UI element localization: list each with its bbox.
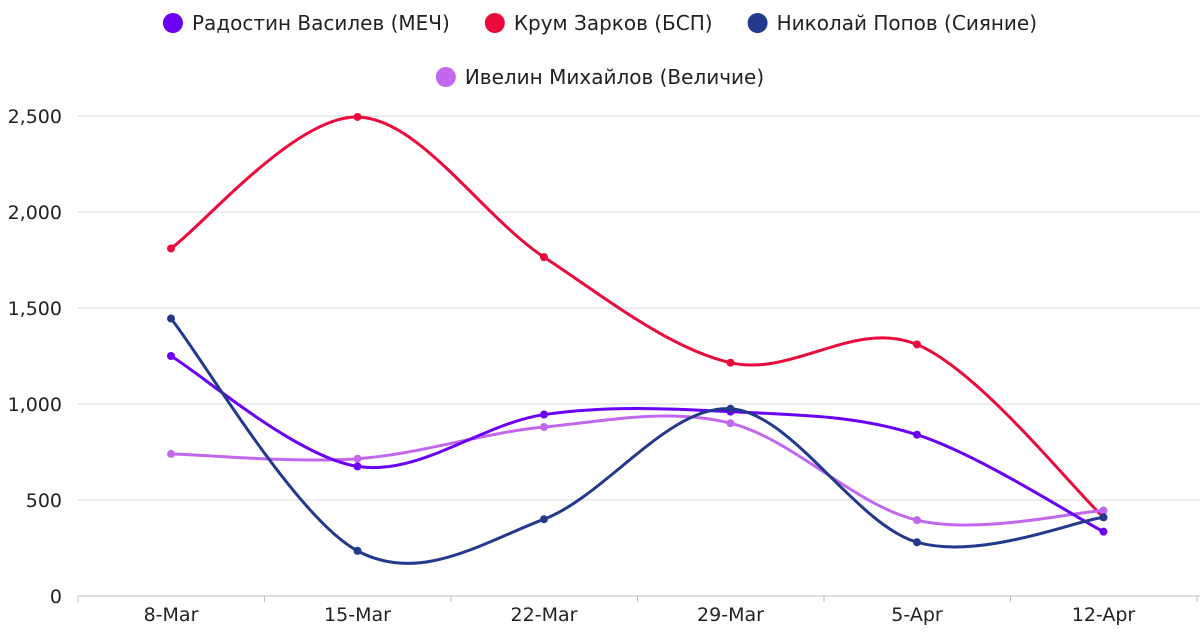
x-tick-label-12-apr: 12-Apr [1072, 604, 1136, 626]
y-tick-label: 2,000 [8, 202, 62, 224]
y-tick-label: 0 [50, 586, 62, 608]
series-points [167, 112, 1108, 555]
data-point-s4-15-mar [353, 454, 362, 463]
data-point-s4-8-mar [167, 449, 175, 458]
series-line-1 [169, 354, 1105, 534]
x-tick-label-5-apr: 5-Apr [891, 604, 943, 626]
series-lines [169, 115, 1105, 565]
axes: 0 500 1,000 1,500 2,000 2,500 8-Mar 15-Mar 22-Ma… [8, 106, 1200, 626]
data-point-s2-5-apr [913, 340, 921, 349]
x-tick-label-8-mar: 8-Mar [144, 604, 199, 626]
legend-label-3: Николай Попов (Сияние) [777, 11, 1037, 35]
legend-label-4: Ивелин Михайлов (Величие) [465, 65, 764, 89]
series-line-3 [169, 317, 1105, 565]
data-point-s4-29-mar [726, 419, 735, 428]
legend: Радостин Василев (МЕЧ) Крум Зарков (БСП) Н… [162, 11, 1037, 89]
data-point-s3-12-apr [1099, 513, 1108, 522]
y-tick-label: 2,500 [8, 106, 62, 128]
data-point-s1-8-mar [167, 352, 175, 360]
x-tick-label-29-mar: 29-Mar [697, 604, 764, 626]
legend-marker-3 [747, 13, 768, 33]
data-point-s2-15-mar [353, 112, 362, 121]
data-point-s3-15-mar [353, 546, 362, 555]
data-point-s1-22-mar [540, 410, 548, 419]
gridlines [78, 115, 1200, 501]
legend-marker-2 [484, 13, 505, 33]
legend-marker-1 [162, 13, 183, 33]
data-point-s4-22-mar [540, 423, 548, 432]
series-line-2 [169, 115, 1105, 519]
data-point-s2-8-mar [167, 244, 175, 253]
data-point-s3-29-mar [726, 404, 735, 413]
legend-marker-4 [435, 67, 456, 87]
data-point-s1-12-apr [1099, 527, 1108, 536]
legend-label-1: Радостин Василев (МЕЧ) [192, 11, 450, 35]
data-point-s3-22-mar [540, 515, 548, 524]
data-point-s1-5-apr [913, 430, 921, 439]
data-point-s2-22-mar [540, 253, 548, 262]
data-point-s1-15-mar [353, 462, 362, 471]
data-point-s4-5-apr [913, 516, 921, 525]
legend-label-2: Крум Зарков (БСП) [514, 11, 713, 35]
data-point-s3-8-mar [167, 314, 175, 323]
y-tick-label: 1,500 [8, 298, 62, 320]
x-tick-label-15-mar: 15-Mar [324, 604, 391, 626]
y-tick-label: 500 [26, 490, 62, 512]
y-tick-label: 1,000 [8, 394, 62, 416]
data-point-s2-29-mar [726, 358, 735, 367]
data-point-s4-12-apr [1099, 506, 1108, 515]
data-point-s3-5-apr [913, 538, 921, 547]
x-tick-label-22-mar: 22-Mar [511, 604, 578, 626]
